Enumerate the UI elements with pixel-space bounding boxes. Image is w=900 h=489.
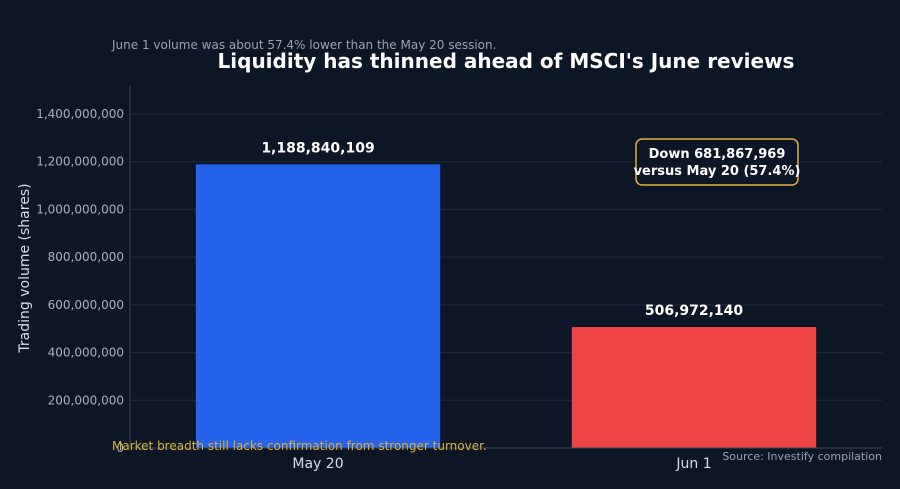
x-axis-ticks: May 20 Jun 1 xyxy=(292,456,711,472)
x-tick-label: May 20 xyxy=(292,456,343,472)
annotation-line-2: versus May 20 (57.4%) xyxy=(634,164,801,179)
data-label: 506,972,140 xyxy=(645,303,744,319)
annotation-box xyxy=(635,138,799,186)
bars xyxy=(195,164,817,449)
y-axis-ticks: 0 200,000,000 400,000,000 600,000,000 800,00… xyxy=(36,107,124,455)
y-tick-label: 600,000,000 xyxy=(48,298,124,312)
y-tick-label: 1,000,000,000 xyxy=(36,202,124,216)
y-tick-label: 0 xyxy=(116,441,124,455)
data-label: 1,188,840,109 xyxy=(261,140,374,156)
chart-title: Liquidity has thinned ahead of MSCI's Ju… xyxy=(218,49,795,73)
y-tick-label: 200,000,000 xyxy=(48,393,124,407)
chart-note: Market breadth still lacks confirmation … xyxy=(112,439,487,453)
x-tick-label: Jun 1 xyxy=(675,456,711,472)
y-axis-label: Trading volume (shares) xyxy=(17,183,33,353)
bar xyxy=(195,164,441,449)
y-tick-label: 1,400,000,000 xyxy=(36,107,124,121)
y-tick-label: 1,200,000,000 xyxy=(36,155,124,169)
chart-source: Source: Investify compilation xyxy=(722,450,882,463)
chart-subtitle: June 1 volume was about 57.4% lower than… xyxy=(111,38,496,52)
bar xyxy=(571,327,817,448)
annotation-line-1: Down 681,867,969 xyxy=(649,147,786,162)
data-labels: 1,188,840,109 506,972,140 xyxy=(261,140,743,319)
y-tick-label: 400,000,000 xyxy=(48,346,124,360)
y-tick-label: 800,000,000 xyxy=(48,250,124,264)
annotation-callout: Down 681,867,969 versus May 20 (57.4%) xyxy=(634,138,801,186)
